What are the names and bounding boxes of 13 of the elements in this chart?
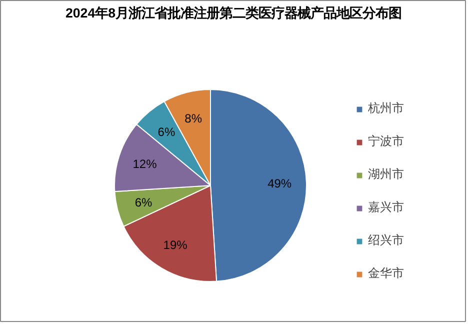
data-label: 6% — [134, 196, 153, 210]
legend-label: 绍兴市 — [368, 232, 404, 249]
legend-label: 杭州市 — [368, 100, 404, 117]
data-label: 6% — [158, 125, 176, 140]
legend-label: 嘉兴市 — [368, 199, 404, 216]
data-label: 8% — [184, 112, 202, 126]
legend-label: 湖州市 — [368, 166, 404, 183]
data-label: 49% — [268, 176, 292, 190]
data-label: 12% — [132, 157, 158, 172]
data-label: 19% — [163, 238, 188, 252]
legend-label: 宁波市 — [368, 133, 404, 150]
legend-label: 金华市 — [368, 265, 404, 282]
chart-title: 2024年8月浙江省批准注册第二类医疗器械产品地区分布图 — [65, 6, 402, 20]
